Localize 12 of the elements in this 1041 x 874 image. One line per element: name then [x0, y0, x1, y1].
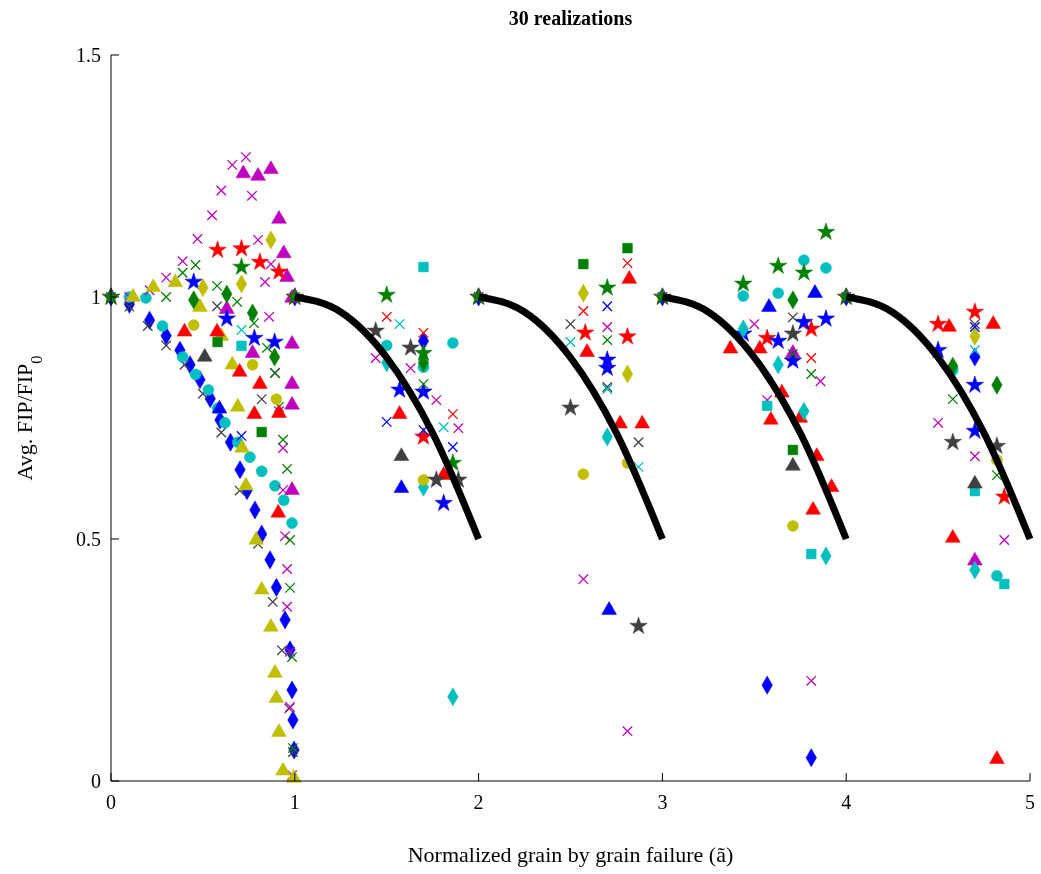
x-tick-label: 2 [473, 791, 484, 813]
x-tick-label: 1 [289, 791, 300, 813]
x-tick-label: 5 [1025, 791, 1035, 813]
y-tick-label: 0.5 [76, 528, 101, 550]
y-tick-label: 0 [91, 770, 101, 792]
y-tick-label: 1.5 [76, 44, 101, 66]
x-tick-label: 4 [841, 791, 852, 813]
x-axis-title: Normalized grain by grain failure (ã) [407, 842, 734, 867]
x-tick-label: 3 [657, 791, 668, 813]
y-tick-label: 1 [91, 286, 101, 308]
x-tick-label: 0 [106, 791, 116, 813]
chart-title: 30 realizations [508, 7, 633, 29]
